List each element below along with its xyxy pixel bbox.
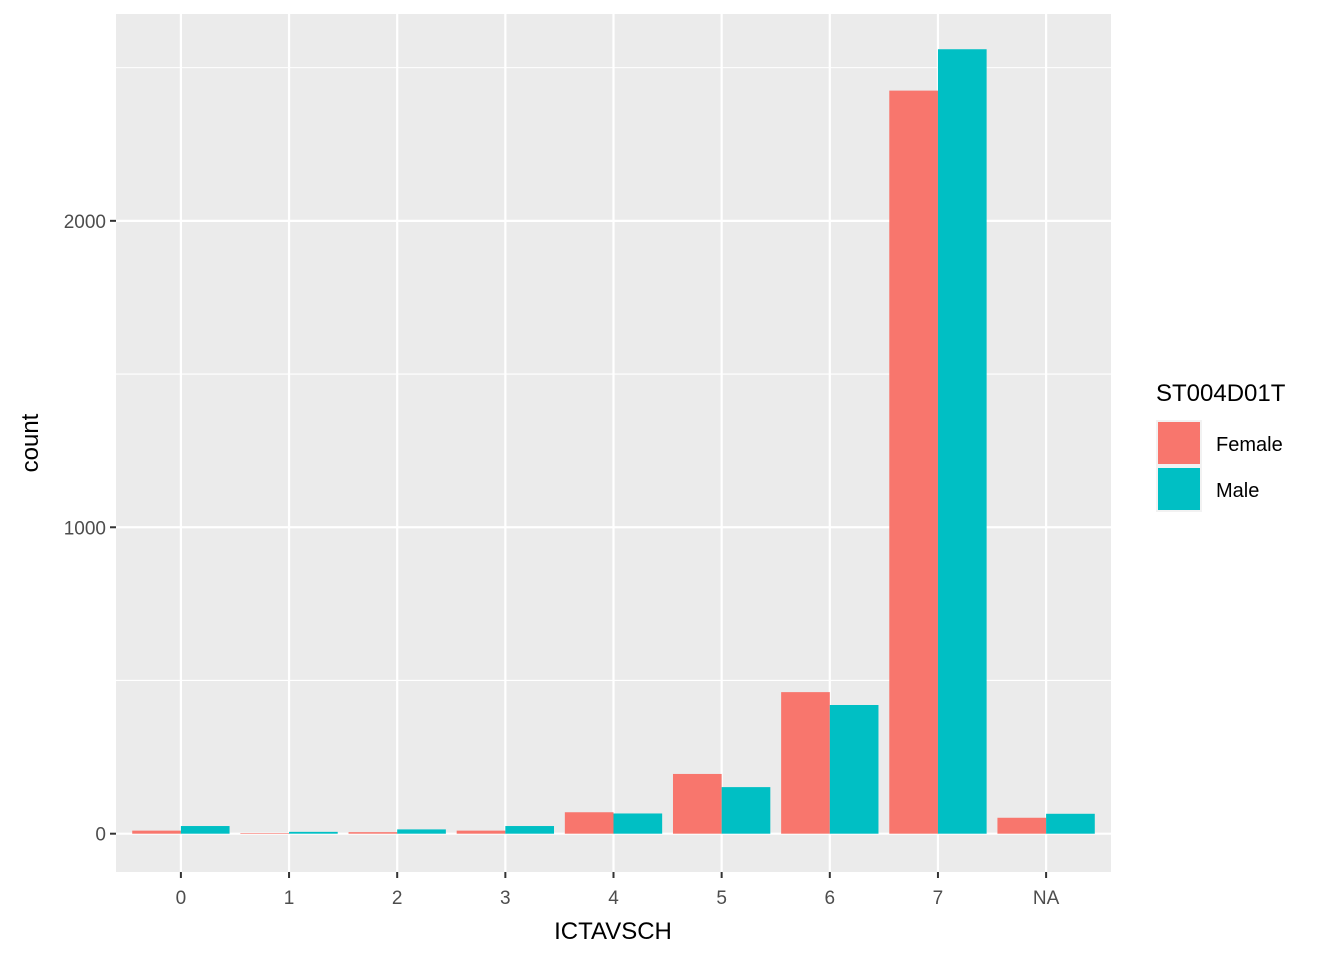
legend-swatch-male [1158,468,1200,510]
x-axis: 0 1 2 3 4 5 6 7 NA [176,872,1060,909]
legend-swatch-female [1158,422,1200,464]
x-tick-label: NA [1033,888,1060,909]
legend-label-male: Male [1216,480,1259,502]
legend-title: ST004D01T [1156,380,1286,407]
bar-male-na [1046,813,1095,834]
bar-male-4 [613,813,663,834]
bar-female-6 [781,692,830,834]
x-tick-label: 3 [500,888,511,909]
bar-male-7 [937,49,987,834]
bar-female-4 [564,812,614,834]
y-axis: 0 1000 2000 [64,212,116,846]
x-tick-label: 4 [608,888,619,909]
legend: ST004D01T Female Male [1156,380,1286,512]
legend-label-female: Female [1216,434,1283,456]
bar-female-7 [889,90,938,834]
bar-male-2 [397,829,446,834]
bar-female-5 [672,773,722,834]
x-tick-label: 5 [716,888,727,909]
bar-male-0 [180,826,230,834]
bar-female-2 [348,832,398,834]
x-tick-label: 0 [176,888,187,909]
bar-male-5 [721,787,771,834]
legend-items: Female Male [1156,420,1283,512]
bars [132,49,1095,834]
bar-female-3 [456,830,506,834]
bar-female-na [997,817,1047,834]
bar-female-1 [240,833,290,834]
bar-female-0 [132,830,181,834]
bar-male-1 [289,831,338,834]
y-tick-label: 2000 [64,212,106,233]
x-tick-label: 7 [933,888,944,909]
y-tick-label: 1000 [64,518,106,539]
x-axis-title: ICTAVSCH [554,918,672,945]
y-axis-title: count [17,413,44,472]
x-tick-label: 2 [392,888,403,909]
y-tick-label: 0 [95,825,106,846]
x-tick-label: 1 [284,888,295,909]
bar-male-3 [505,826,555,834]
bar-male-6 [829,704,879,834]
x-tick-label: 6 [825,888,836,909]
